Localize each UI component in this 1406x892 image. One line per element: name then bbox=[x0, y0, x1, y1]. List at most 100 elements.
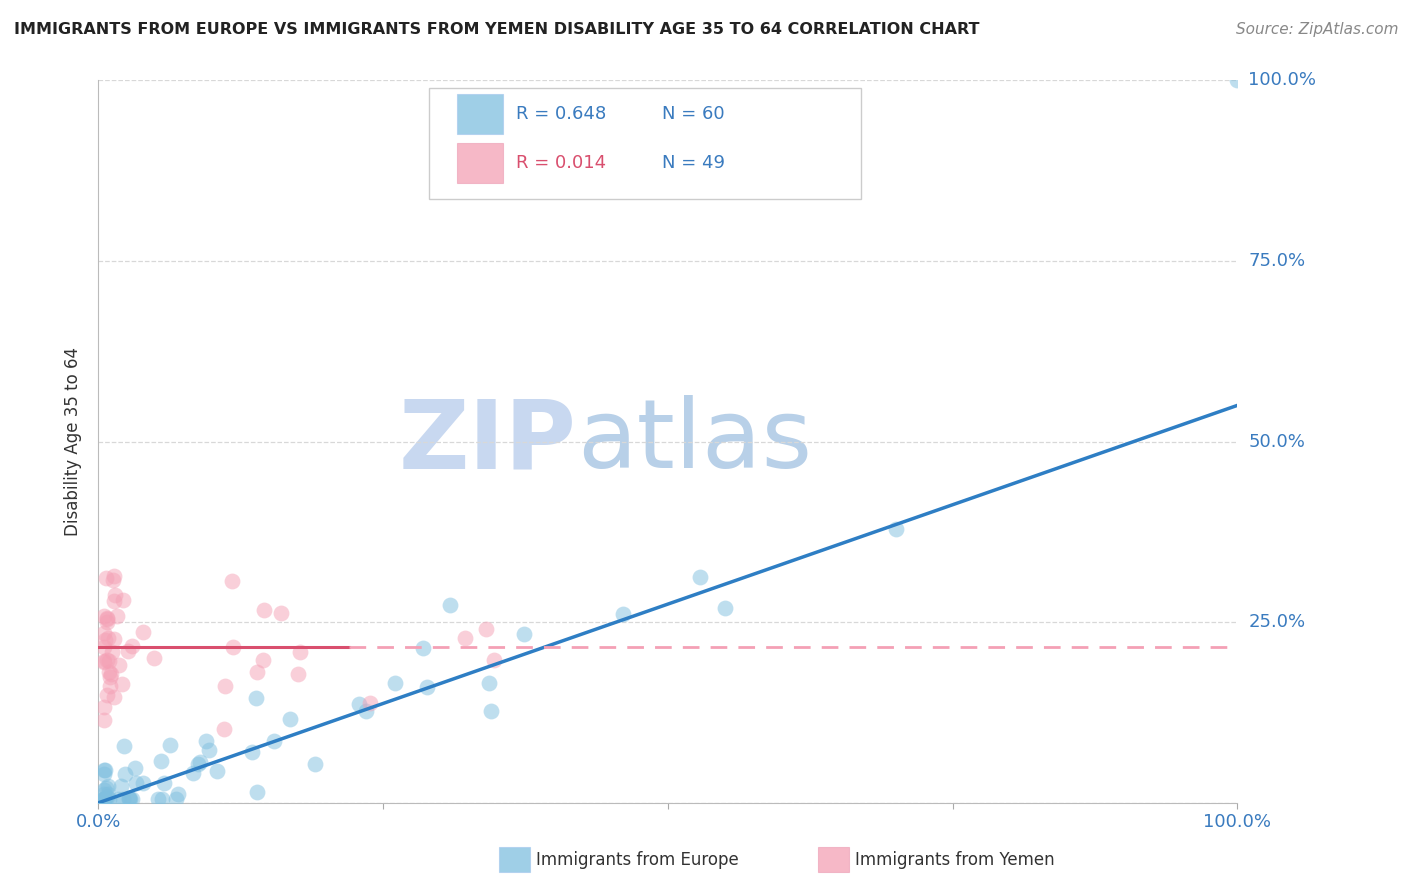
FancyBboxPatch shape bbox=[457, 143, 503, 183]
Point bbox=[304, 756, 326, 771]
Point bbox=[246, 665, 269, 680]
Point bbox=[205, 764, 228, 779]
Text: 50.0%: 50.0% bbox=[1249, 433, 1305, 450]
Point bbox=[152, 776, 174, 790]
Point bbox=[105, 609, 128, 624]
Text: 25.0%: 25.0% bbox=[1249, 613, 1306, 632]
Text: N = 60: N = 60 bbox=[662, 105, 724, 123]
Point bbox=[108, 657, 131, 672]
Point bbox=[288, 645, 311, 659]
Point bbox=[93, 655, 115, 669]
Point bbox=[93, 767, 115, 781]
Point bbox=[104, 588, 127, 602]
Point bbox=[101, 645, 124, 659]
Point bbox=[98, 655, 121, 669]
Point bbox=[278, 712, 301, 726]
Point bbox=[354, 705, 377, 719]
Point bbox=[412, 640, 434, 655]
Point bbox=[187, 757, 209, 772]
Point bbox=[263, 734, 285, 748]
Point bbox=[110, 779, 132, 793]
Point bbox=[93, 763, 115, 777]
Point bbox=[149, 754, 172, 768]
Point bbox=[475, 622, 498, 636]
Point bbox=[240, 745, 263, 759]
Y-axis label: Disability Age 35 to 64: Disability Age 35 to 64 bbox=[65, 347, 83, 536]
Point bbox=[98, 792, 121, 806]
Point bbox=[118, 791, 141, 805]
Point bbox=[159, 738, 181, 752]
Point bbox=[287, 666, 309, 681]
Point bbox=[252, 653, 274, 667]
Text: 75.0%: 75.0% bbox=[1249, 252, 1306, 270]
Point bbox=[416, 680, 439, 694]
Point bbox=[112, 792, 135, 806]
Point bbox=[384, 676, 406, 690]
Point bbox=[359, 696, 381, 710]
Point bbox=[198, 742, 221, 756]
Point bbox=[97, 787, 120, 801]
Point bbox=[96, 789, 118, 804]
Point bbox=[120, 792, 142, 806]
Point bbox=[111, 677, 134, 691]
Point bbox=[479, 704, 502, 718]
Point bbox=[100, 667, 122, 681]
Point bbox=[93, 654, 115, 668]
Point bbox=[612, 607, 634, 621]
Point bbox=[93, 783, 115, 797]
Point bbox=[121, 792, 143, 806]
Point bbox=[181, 765, 204, 780]
Point bbox=[132, 624, 155, 639]
Point bbox=[121, 640, 143, 654]
Point bbox=[270, 606, 292, 620]
Point bbox=[142, 651, 165, 665]
Point bbox=[93, 640, 115, 654]
Point bbox=[112, 739, 135, 754]
Point bbox=[132, 775, 155, 789]
Point bbox=[93, 713, 115, 727]
Point bbox=[94, 633, 117, 648]
Point bbox=[212, 723, 235, 737]
Point bbox=[98, 679, 121, 693]
Point bbox=[454, 632, 477, 646]
Point bbox=[97, 631, 120, 645]
Point bbox=[103, 594, 125, 608]
Point bbox=[214, 680, 236, 694]
Point bbox=[195, 734, 218, 748]
Point bbox=[96, 688, 118, 702]
Point bbox=[439, 599, 461, 613]
Point bbox=[94, 572, 117, 586]
Point bbox=[188, 756, 211, 770]
Point bbox=[96, 612, 118, 626]
Point bbox=[513, 627, 536, 641]
Point bbox=[93, 792, 115, 806]
Point bbox=[98, 670, 121, 684]
Point bbox=[101, 574, 124, 588]
Point bbox=[165, 792, 187, 806]
Point bbox=[117, 644, 139, 658]
Point bbox=[96, 780, 118, 795]
Point bbox=[111, 593, 134, 607]
Point bbox=[245, 690, 267, 705]
Point bbox=[93, 699, 115, 714]
Point bbox=[689, 570, 711, 584]
Point bbox=[107, 792, 129, 806]
Point bbox=[167, 787, 190, 801]
FancyBboxPatch shape bbox=[457, 94, 503, 134]
Point bbox=[478, 675, 501, 690]
Point bbox=[347, 697, 370, 711]
Point bbox=[150, 792, 173, 806]
Point bbox=[221, 574, 243, 588]
Text: R = 0.648: R = 0.648 bbox=[516, 105, 606, 123]
Text: Immigrants from Europe: Immigrants from Europe bbox=[536, 851, 738, 869]
Point bbox=[93, 608, 115, 623]
Text: atlas: atlas bbox=[576, 395, 811, 488]
Point bbox=[97, 665, 120, 680]
Text: N = 49: N = 49 bbox=[662, 154, 725, 172]
Point bbox=[884, 523, 907, 537]
Point bbox=[94, 792, 117, 806]
FancyBboxPatch shape bbox=[429, 87, 862, 200]
Point bbox=[714, 601, 737, 615]
Text: R = 0.014: R = 0.014 bbox=[516, 154, 606, 172]
Point bbox=[253, 603, 276, 617]
